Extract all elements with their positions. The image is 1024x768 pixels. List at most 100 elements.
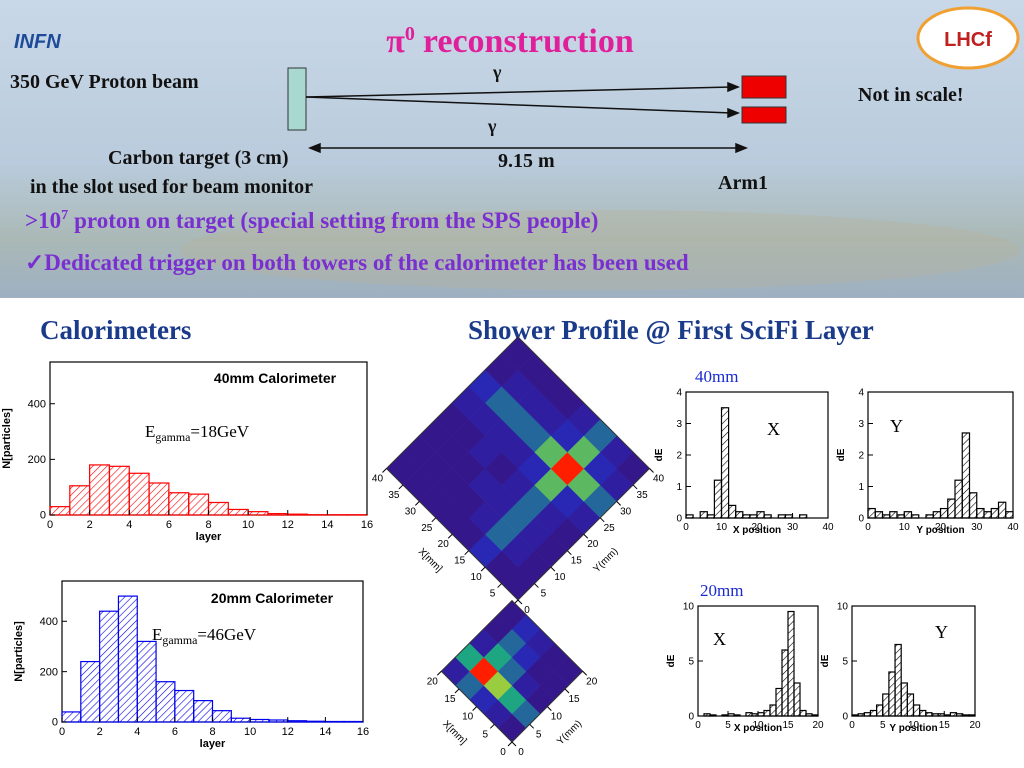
annotation-sub: gamma [162,633,198,647]
y-axis-label: Y(mm) [555,718,584,747]
x-axis-label: Y position [889,723,937,734]
x-tick-label: 5 [880,720,886,731]
histogram-bar [148,482,170,516]
x-tick-label: 10 [899,522,911,533]
x-tick [398,484,404,490]
histogram-bar [769,704,777,717]
histogram-bar [211,710,232,723]
histogram-bar [136,640,157,723]
y-tick-label: 0 [842,711,848,722]
histogram-bar [89,464,111,516]
x-tick-label: 14 [321,519,333,531]
histogram-bar [937,713,945,717]
histogram-bar [811,714,819,717]
histogram-bar [247,511,269,516]
x-tick-label: 5 [483,729,489,740]
histogram-bar [207,501,229,516]
detector-label: Arm1 [718,172,768,194]
chart-subtitle: 20mm [700,581,743,600]
chart-title: 20mm Calorimeter [211,590,334,606]
histogram-bar [1005,511,1014,519]
x-tick-label: 10 [242,519,254,531]
bullet-2-mark: ✓ [25,250,44,275]
annotation: X [767,419,780,439]
histogram-bar [784,514,794,519]
y-tick-label: 0 [676,513,682,524]
y-tick-label: 2 [676,450,682,461]
histogram-bar [894,643,902,717]
y-tick-label: 4 [676,387,682,398]
y-axis-label: N[particles] [13,621,25,682]
x-tick [497,583,502,588]
x-axis-label: layer [200,738,226,750]
annotation: Egamma=18GeV [145,422,250,444]
annotation-base: Y [890,416,903,436]
x-tick-label: 0 [695,720,701,731]
annotation: Y [890,416,903,436]
logo-lhcf-frame [916,6,1020,70]
y-tick-label: 30 [620,506,632,517]
histogram-bar [703,713,711,717]
histogram-bar [932,511,942,519]
histogram-bar [763,709,771,717]
y-tick-label: 20 [586,676,598,687]
annotation-base: E [145,422,155,441]
histogram-bar [968,492,978,519]
histogram-bar [781,649,789,717]
bullet-1-base: >10 [25,208,61,233]
x-tick-label: 6 [166,519,172,531]
y-tick-label: 1 [676,482,682,493]
photon-paths [305,81,749,154]
y-tick-label: 3 [858,419,864,430]
histogram-bar [906,693,915,717]
plot-frame [867,391,1014,519]
histogram-bar [787,610,795,717]
annotation-rest: =46GeV [197,625,256,644]
x-tick-label: 0 [59,726,65,738]
y-tick-label: 0 [524,605,530,616]
histogram-bar [947,498,956,519]
y-tick-label: 4 [858,387,864,398]
histogram-bar [249,718,270,723]
y-axis-label: dE [654,448,665,461]
x-tick-label: 30 [787,522,799,533]
bullet-1: >107 proton on target (special setting fr… [25,208,598,233]
histogram-bar [49,506,71,516]
x-tick-label: 10 [244,726,256,738]
x-tick-label: 10 [908,720,920,731]
y-tick-label: 40 [653,473,665,484]
plot-frame [685,391,829,519]
histogram-bar [713,479,723,519]
y-tick-label: 0 [518,747,524,758]
y-tick-label: 25 [604,523,616,534]
histogram-bar [763,514,772,519]
y-tick-label: 0 [688,711,694,722]
histogram-bar [268,719,289,723]
histogram-bar [174,689,195,723]
y-tick-label: 10 [683,601,695,612]
x-tick-label: 30 [405,506,417,517]
x-tick-label: 4 [126,519,132,531]
y-tick [529,723,535,729]
bullet-1-sup: 7 [61,208,68,223]
bullet-2: ✓Dedicated trigger on both towers of the… [25,250,689,275]
histogram-bar [805,713,813,717]
histogram-bar [900,682,908,717]
histogram-bar [976,507,985,519]
y-tick [649,468,654,473]
x-tick-label: 20 [427,676,439,687]
x-tick-label: 40 [822,522,834,533]
y-tick-label: 5 [541,589,547,600]
x-tick-label: 35 [388,490,400,501]
x-tick-label: 20 [935,522,947,533]
scale-note: Not in scale! [858,84,964,106]
histogram-bar [706,514,715,519]
x-tick-label: 0 [47,519,53,531]
histogram-bar [727,504,737,519]
histogram-bar [867,507,876,519]
histogram-bar [742,514,751,519]
tower-large [741,75,787,99]
y-tick [511,741,517,747]
target-note: in the slot used for beam monitor [30,176,313,198]
